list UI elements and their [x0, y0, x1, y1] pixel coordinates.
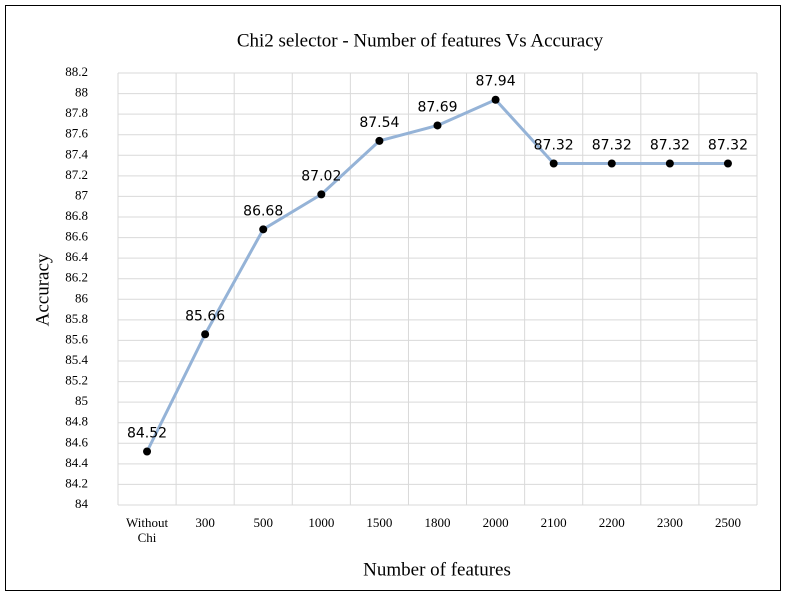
chart-title: Chi2 selector - Number of features Vs Ac…: [237, 30, 604, 51]
y-axis-label: Accuracy: [32, 253, 53, 326]
y-tick-label: 86.8: [65, 208, 88, 223]
chart-border: [5, 5, 781, 591]
data-label: 87.94: [476, 74, 516, 90]
x-tick-label: 500: [253, 515, 273, 530]
x-tick-label: 2500: [714, 515, 741, 530]
data-label: 87.32: [534, 138, 574, 154]
data-point: [723, 159, 732, 168]
data-point: [259, 225, 268, 234]
y-tick-label: 85.4: [65, 352, 88, 367]
y-tick-label: 86.4: [65, 249, 88, 264]
data-label: 87.02: [301, 168, 341, 184]
x-tick-label: 1500: [366, 515, 393, 530]
y-tick-label: 87.6: [65, 126, 88, 141]
data-label: 87.69: [417, 99, 457, 115]
y-tick-label: 85.6: [65, 331, 88, 346]
data-label: 87.32: [592, 138, 632, 154]
data-label: 87.54: [359, 115, 399, 131]
x-tick-label: 2300: [656, 515, 683, 530]
data-label: 87.32: [708, 138, 748, 154]
y-tick-label: 85.2: [65, 373, 88, 388]
y-tick-label: 87.8: [65, 105, 88, 120]
y-tick-label: 84.6: [65, 434, 88, 449]
y-tick-label: 84.4: [65, 455, 88, 470]
data-label: 84.52: [127, 426, 167, 442]
x-tick-label: 2100: [540, 515, 567, 530]
data-point: [375, 136, 384, 145]
x-tick-label: Without Chi: [125, 515, 169, 545]
data-label: 87.32: [650, 138, 690, 154]
x-tick-label: 1800: [424, 515, 451, 530]
data-label: 86.68: [243, 203, 283, 219]
y-tick-label: 84: [75, 496, 89, 511]
data-point: [201, 330, 210, 339]
y-tick-label: 85.8: [65, 311, 88, 326]
x-tick-label: 2200: [598, 515, 625, 530]
y-tick-label: 86: [75, 290, 89, 305]
y-tick-label: 84.2: [65, 475, 88, 490]
y-tick-label: 87.4: [65, 146, 88, 161]
data-point: [143, 447, 152, 456]
y-tick-label: 84.8: [65, 414, 88, 429]
y-tick-label: 87: [75, 187, 89, 202]
data-point: [607, 159, 616, 168]
data-point: [549, 159, 558, 168]
x-tick-label: 2000: [482, 515, 509, 530]
y-tick-label: 87.2: [65, 167, 88, 182]
data-point: [491, 95, 500, 104]
data-label: 85.66: [185, 308, 225, 324]
y-tick-label: 88: [75, 85, 88, 100]
y-tick-label: 85: [75, 393, 88, 408]
x-axis-label: Number of features: [363, 559, 511, 580]
y-tick-label: 86.6: [65, 229, 88, 244]
y-tick-label: 88.2: [65, 64, 88, 79]
x-tick-label: 1000: [308, 515, 335, 530]
data-point: [317, 190, 326, 199]
x-tick-label: 300: [195, 515, 215, 530]
data-point: [433, 121, 442, 130]
data-point: [665, 159, 674, 168]
y-tick-label: 86.2: [65, 270, 88, 285]
